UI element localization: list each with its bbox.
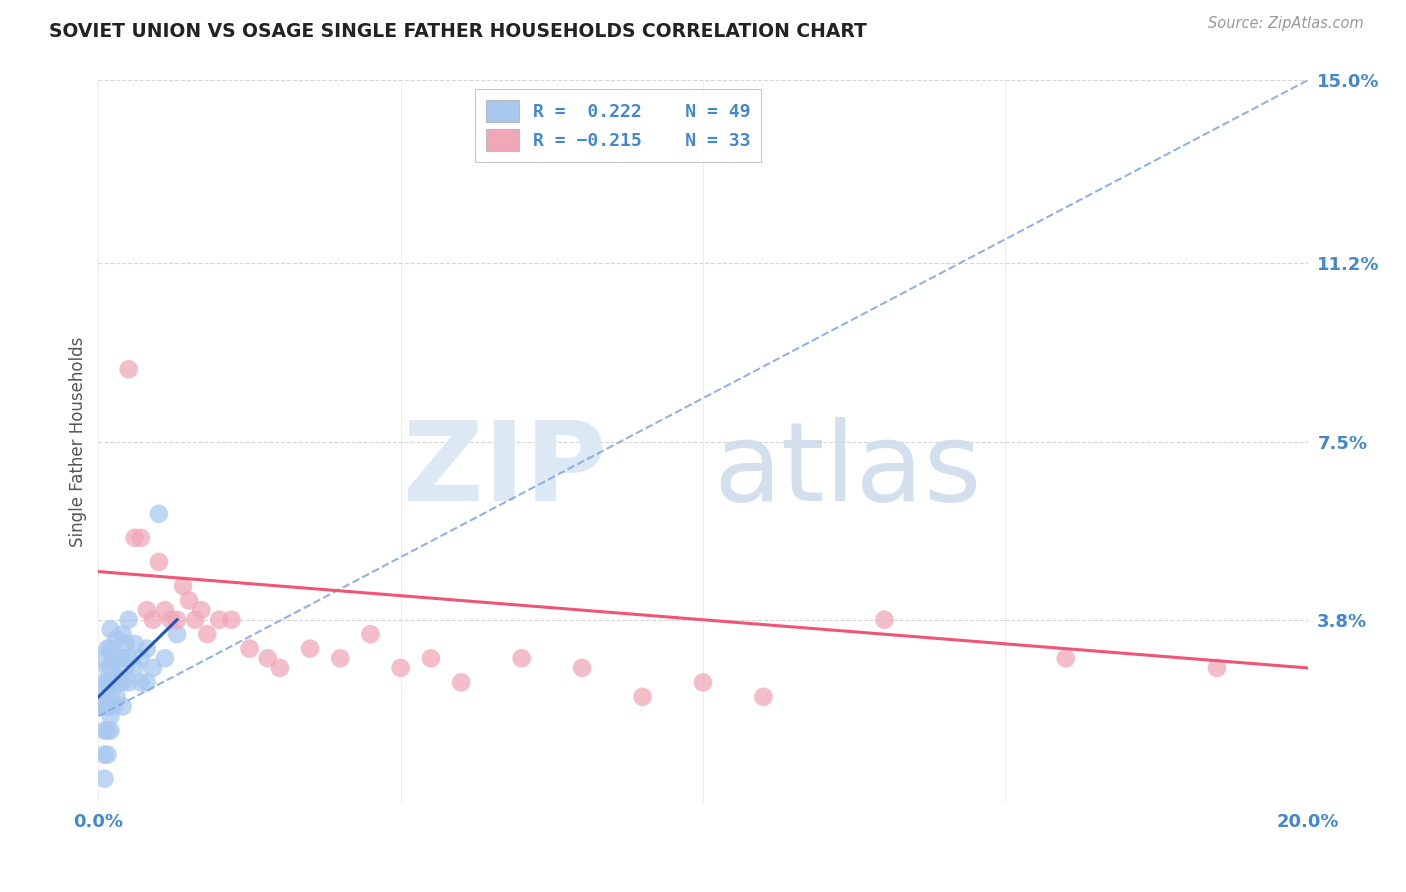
Point [96, 661, 118, 675]
Point [118, 613, 141, 627]
Point [148, 507, 170, 521]
Point [510, 651, 533, 665]
Point [631, 690, 654, 704]
Point [118, 675, 141, 690]
Point [153, 651, 176, 665]
Point [105, 632, 128, 646]
Point [108, 651, 131, 665]
Point [221, 613, 243, 627]
Point [93, 772, 115, 786]
Point [420, 651, 443, 665]
Point [105, 671, 128, 685]
Point [873, 613, 896, 627]
Point [329, 651, 352, 665]
Point [96, 641, 118, 656]
Text: atlas: atlas [714, 417, 983, 524]
Point [96, 675, 118, 690]
Point [103, 675, 125, 690]
Point [129, 651, 152, 665]
Point [93, 747, 115, 762]
Point [179, 593, 201, 607]
Point [269, 661, 291, 675]
Point [96, 747, 118, 762]
Point [100, 641, 122, 656]
Point [96, 699, 118, 714]
Point [93, 690, 115, 704]
Point [166, 627, 188, 641]
Point [450, 675, 472, 690]
Point [118, 651, 141, 665]
Point [752, 690, 775, 704]
Point [195, 627, 218, 641]
Point [93, 699, 115, 714]
Point [114, 661, 136, 675]
Point [389, 661, 412, 675]
Point [124, 637, 146, 651]
Point [135, 603, 157, 617]
Point [153, 603, 176, 617]
Point [103, 651, 125, 665]
Point [129, 675, 152, 690]
Point [135, 675, 157, 690]
Point [100, 723, 122, 738]
Point [111, 699, 134, 714]
Point [108, 675, 131, 690]
Point [105, 651, 128, 665]
Point [239, 641, 262, 656]
Point [299, 641, 322, 656]
Text: ZIP: ZIP [404, 417, 606, 524]
Point [114, 637, 136, 651]
Point [111, 675, 134, 690]
Point [111, 627, 134, 641]
Point [1206, 661, 1229, 675]
Point [142, 661, 165, 675]
Point [103, 699, 125, 714]
Point [100, 675, 122, 690]
Point [90, 699, 112, 714]
Point [105, 690, 128, 704]
Point [360, 627, 382, 641]
Point [124, 661, 146, 675]
Point [142, 613, 165, 627]
Point [93, 675, 115, 690]
Point [100, 709, 122, 723]
Point [118, 362, 141, 376]
Point [111, 651, 134, 665]
Point [96, 723, 118, 738]
Point [190, 603, 212, 617]
Point [124, 531, 146, 545]
Point [184, 613, 207, 627]
Point [93, 723, 115, 738]
Point [129, 531, 152, 545]
Point [1054, 651, 1077, 665]
Point [692, 675, 714, 690]
Text: SOVIET UNION VS OSAGE SINGLE FATHER HOUSEHOLDS CORRELATION CHART: SOVIET UNION VS OSAGE SINGLE FATHER HOUS… [49, 22, 868, 41]
Point [148, 555, 170, 569]
Point [100, 623, 122, 637]
Text: Source: ZipAtlas.com: Source: ZipAtlas.com [1208, 16, 1364, 31]
Point [160, 613, 183, 627]
Point [166, 613, 188, 627]
Y-axis label: Single Father Households: Single Father Households [69, 336, 87, 547]
Point [208, 613, 231, 627]
Point [571, 661, 593, 675]
Point [93, 651, 115, 665]
Point [135, 641, 157, 656]
Point [100, 690, 122, 704]
Point [100, 661, 122, 675]
Point [172, 579, 194, 593]
Point [256, 651, 278, 665]
